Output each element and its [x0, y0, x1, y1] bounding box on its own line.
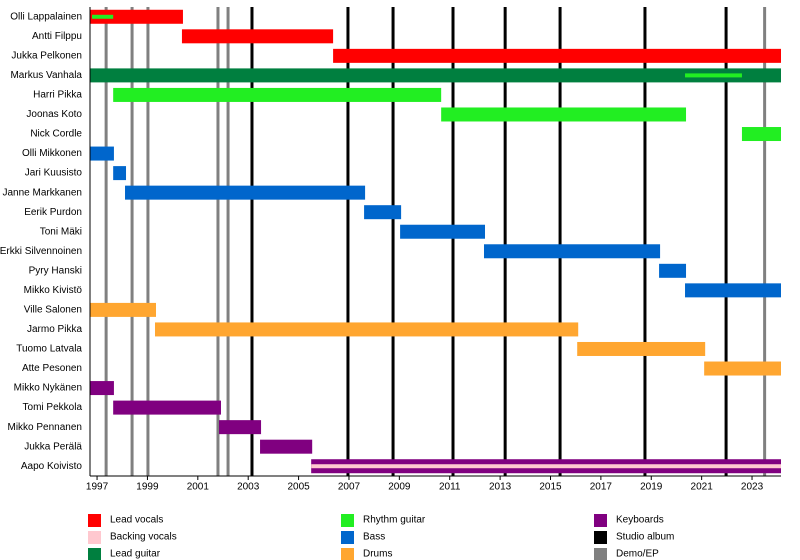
x-tick-label: 1999	[136, 482, 159, 493]
period-bar	[333, 48, 781, 63]
x-tick-label: 2005	[287, 482, 310, 493]
legend-swatch	[88, 548, 101, 560]
period-bar	[90, 68, 781, 83]
member-label: Erkki Silvennoinen	[0, 246, 82, 257]
period-bar	[441, 107, 687, 122]
period-bar	[260, 439, 313, 454]
legend-label: Backing vocals	[110, 532, 177, 543]
member-label: Harri Pikka	[33, 90, 82, 101]
period-bar	[154, 322, 579, 337]
legend-swatch	[594, 531, 607, 544]
legend-swatch	[341, 548, 354, 560]
member-label: Olli Lappalainen	[10, 11, 82, 22]
member-label: Jari Kuusisto	[25, 168, 83, 179]
period-bar	[181, 29, 334, 44]
period-bar	[90, 9, 183, 24]
legend-swatch	[341, 531, 354, 544]
member-label: Markus Vanhala	[10, 70, 82, 81]
member-label: Pyry Hanski	[29, 265, 82, 276]
period-bar	[113, 400, 221, 415]
member-label: Eerik Purdon	[24, 207, 82, 218]
member-label: Jukka Pelkonen	[11, 50, 82, 61]
member-label: Janne Markkanen	[3, 187, 83, 198]
period-bar	[218, 420, 262, 435]
member-label: Mikko Nykänen	[14, 383, 82, 394]
period-bar	[483, 244, 661, 259]
period-bar	[113, 166, 127, 181]
x-tick-label: 2023	[741, 482, 764, 493]
member-label: Tomi Pekkola	[23, 402, 83, 413]
period-bar	[125, 185, 366, 200]
legend-swatch	[594, 514, 607, 527]
x-tick-label: 2001	[187, 482, 210, 493]
legend-swatch	[88, 531, 101, 544]
period-bar	[90, 381, 114, 396]
period-bar	[685, 283, 781, 298]
legend-swatch	[341, 514, 354, 527]
x-tick-label: 2021	[691, 482, 714, 493]
period-bar	[704, 361, 781, 376]
legend-label: Lead vocals	[110, 515, 163, 526]
member-label: Aapo Koivisto	[21, 461, 83, 472]
member-label: Atte Pesonen	[22, 363, 82, 374]
period-bar	[113, 87, 442, 102]
legend-label: Studio album	[616, 532, 674, 543]
legend-swatch	[594, 548, 607, 560]
period-bar	[90, 146, 114, 161]
legend-swatch	[88, 514, 101, 527]
period-bar	[659, 263, 687, 278]
legend-label: Demo/EP	[616, 549, 659, 560]
secondary-bar	[311, 464, 781, 469]
secondary-bar	[685, 73, 742, 78]
member-label: Olli Mikkonen	[22, 148, 82, 159]
member-label: Tuomo Latvala	[16, 344, 82, 355]
legend-label: Lead guitar	[110, 549, 161, 560]
legend-label: Rhythm guitar	[363, 515, 426, 526]
member-label: Toni Mäki	[40, 226, 82, 237]
x-tick-label: 1997	[86, 482, 109, 493]
x-tick-label: 2013	[489, 482, 512, 493]
member-label: Jarmo Pikka	[27, 324, 82, 335]
x-tick-label: 2007	[338, 482, 361, 493]
x-tick-label: 2019	[640, 482, 663, 493]
member-label: Joonas Koto	[26, 109, 82, 120]
member-label: Mikko Kivistö	[24, 285, 83, 296]
member-label: Antti Filppu	[32, 31, 82, 42]
x-tick-label: 2017	[590, 482, 613, 493]
member-label: Mikko Pennanen	[8, 422, 83, 433]
x-tick-label: 2011	[439, 482, 461, 493]
x-tick-label: 2015	[539, 482, 562, 493]
legend-label: Keyboards	[616, 515, 664, 526]
legend-label: Bass	[363, 532, 385, 543]
x-tick-label: 2003	[237, 482, 260, 493]
member-label: Nick Cordle	[30, 129, 82, 140]
member-label: Jukka Perälä	[24, 441, 82, 452]
period-bar	[364, 205, 402, 220]
member-label: Ville Salonen	[24, 305, 82, 316]
period-bar	[741, 127, 781, 142]
legend-label: Drums	[363, 549, 392, 560]
period-bar	[577, 341, 706, 356]
period-bar	[90, 302, 157, 317]
secondary-bar	[92, 14, 114, 19]
x-tick-label: 2009	[388, 482, 411, 493]
period-bar	[400, 224, 486, 239]
